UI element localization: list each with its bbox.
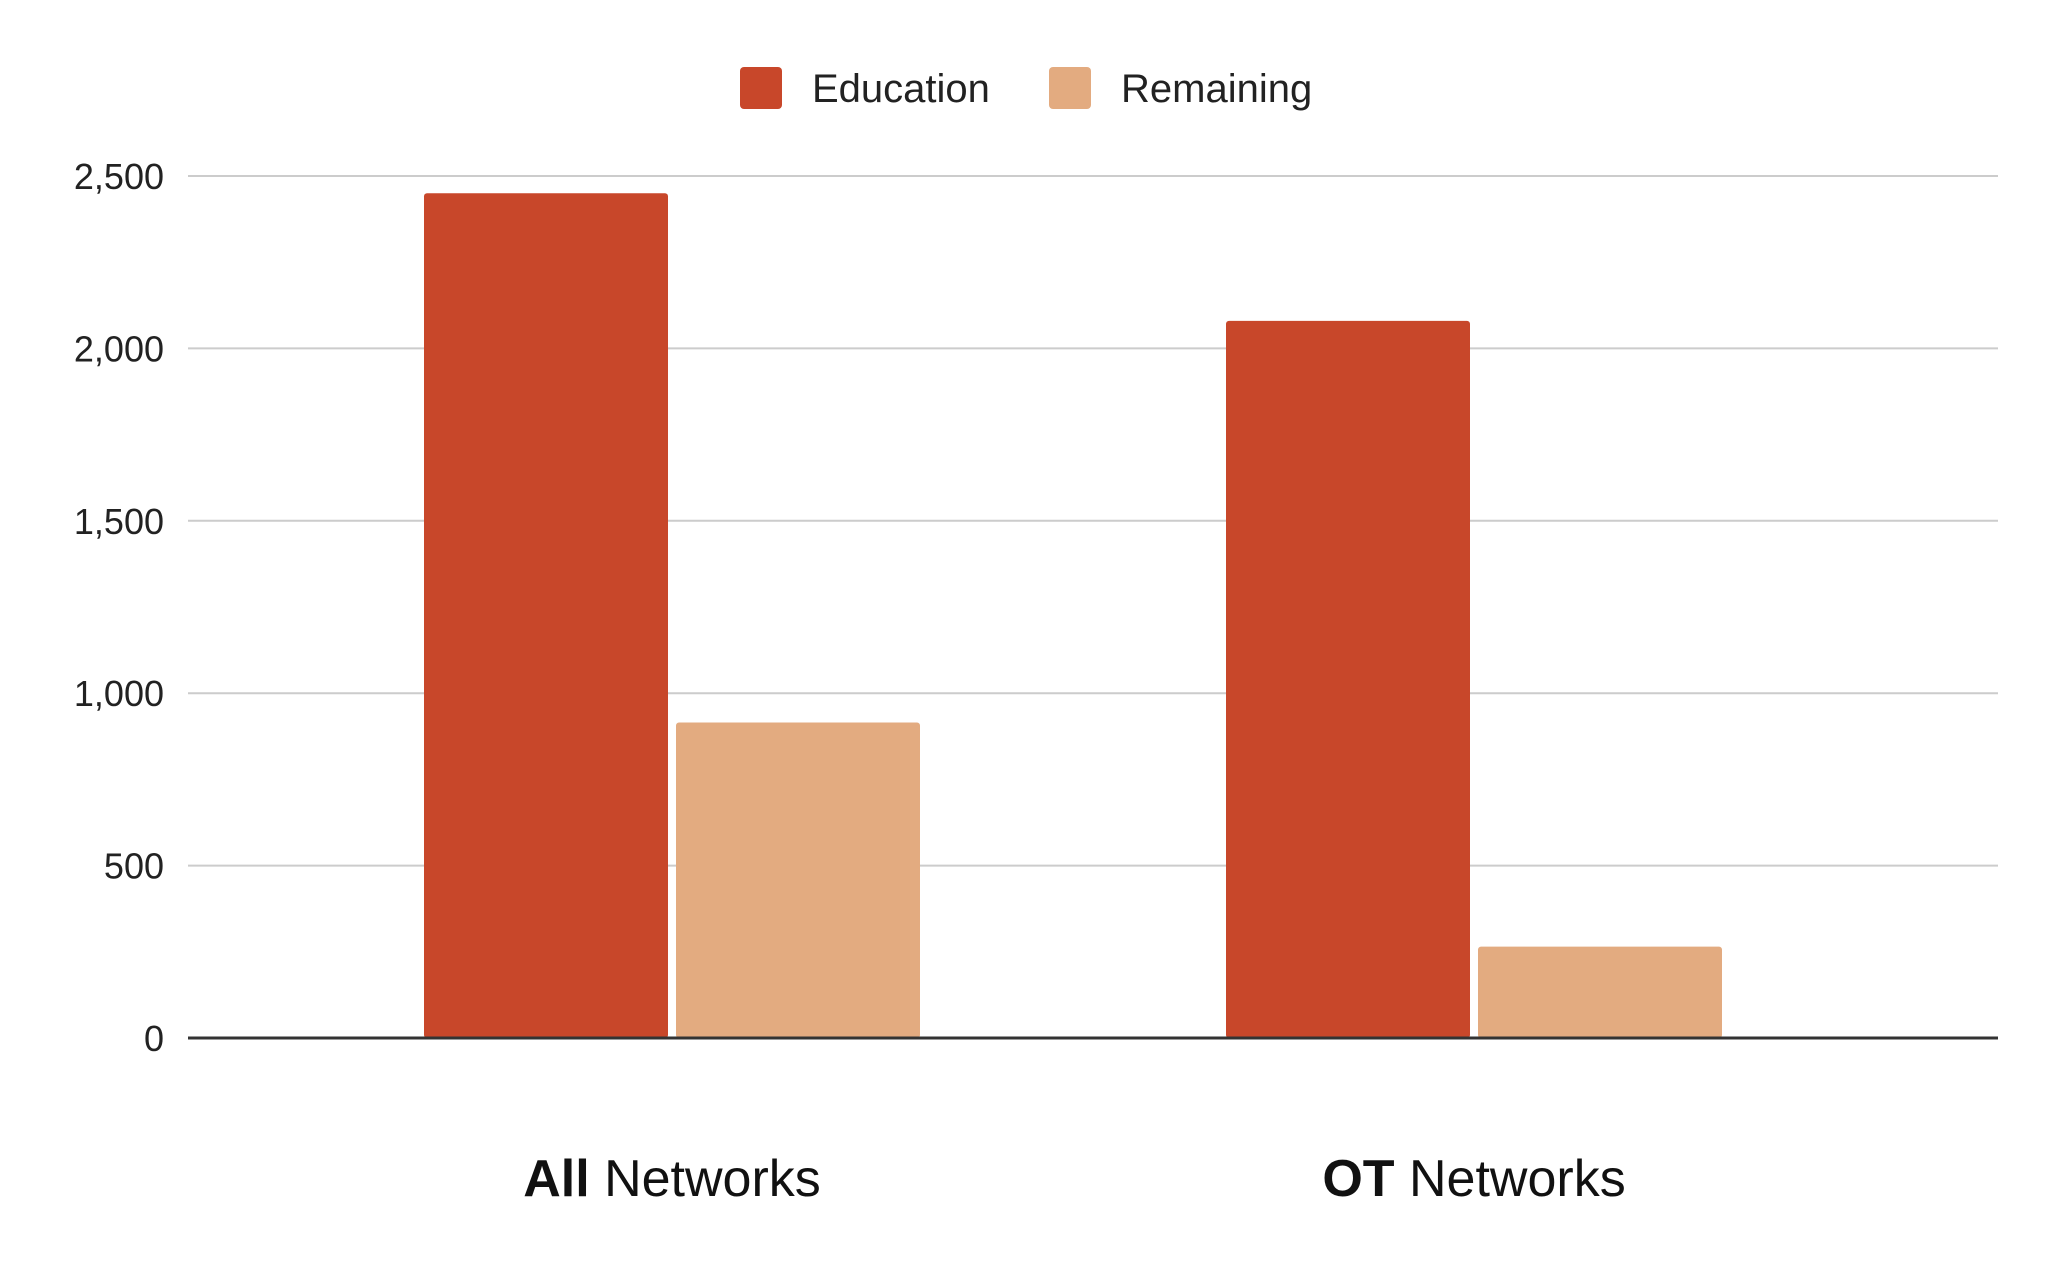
legend-swatch-education [740, 67, 782, 109]
legend-swatch-remaining [1049, 67, 1091, 109]
x-tick-label-bold: All [523, 1150, 589, 1208]
y-tick-label: 2,000 [74, 328, 164, 369]
y-tick-label: 1,500 [74, 501, 164, 542]
y-axis: 0 500 1,000 1,500 2,000 2,500 [74, 156, 1998, 1059]
y-tick-label: 1,000 [74, 673, 164, 714]
x-tick-label: All Networks [523, 1150, 821, 1208]
legend: Education Remaining [740, 67, 1312, 111]
x-axis-labels: All Networks OT Networks [523, 1150, 1625, 1208]
x-tick-label-rest: Networks [590, 1150, 821, 1208]
bar-education-0 [424, 193, 668, 1039]
bar-remaining-0 [676, 722, 920, 1038]
bar-education-1 [1226, 320, 1470, 1038]
bar-remaining-1 [1478, 946, 1722, 1038]
y-tick-label: 2,500 [74, 156, 164, 197]
y-tick-label: 0 [144, 1018, 164, 1059]
x-tick-label: OT Networks [1322, 1150, 1625, 1208]
legend-label-education: Education [812, 67, 990, 111]
x-tick-label-rest: Networks [1395, 1150, 1626, 1208]
y-tick-label: 500 [104, 846, 164, 887]
x-tick-label-bold: OT [1322, 1150, 1394, 1208]
legend-label-remaining: Remaining [1121, 67, 1312, 111]
bars [424, 193, 1722, 1039]
